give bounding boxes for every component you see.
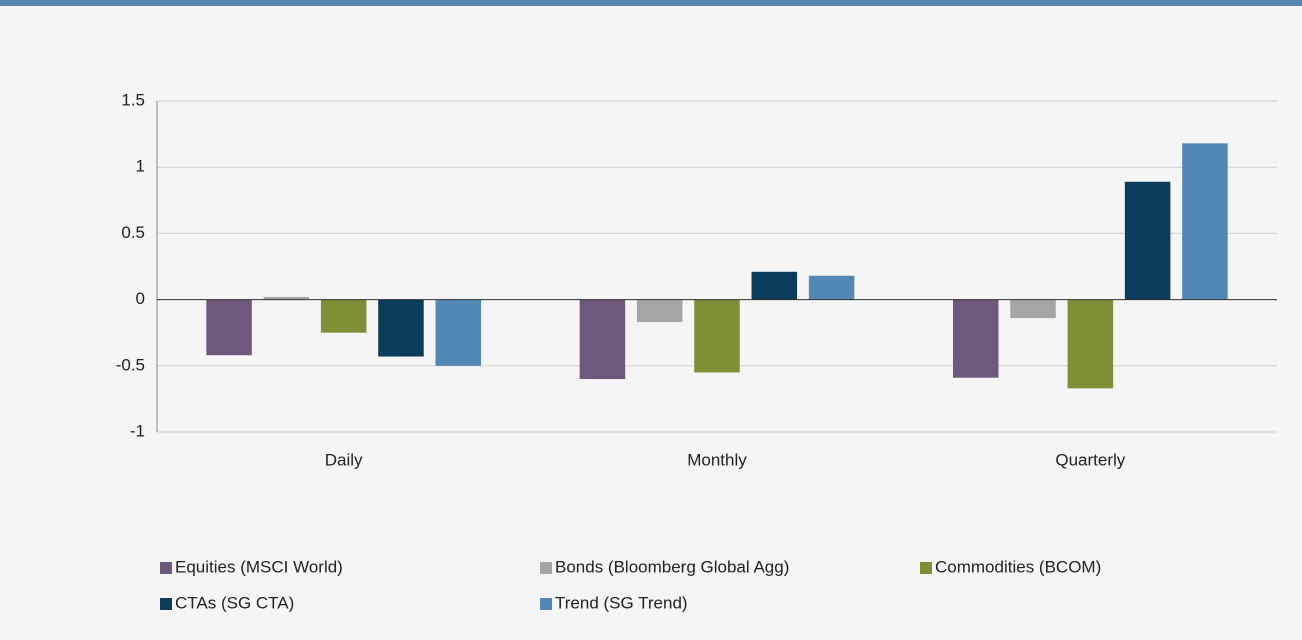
- y-tick-label: -0.5: [116, 355, 145, 374]
- legend-swatch: [920, 562, 932, 574]
- bar: [1067, 299, 1114, 389]
- y-tick-label: 1: [136, 157, 145, 176]
- bar: [808, 275, 855, 300]
- bar: [636, 299, 683, 323]
- legend-label: Trend (SG Trend): [555, 593, 688, 612]
- y-tick-label: 0.5: [121, 223, 145, 242]
- bar: [320, 299, 367, 333]
- bar: [206, 299, 252, 356]
- bar: [378, 299, 424, 357]
- bar: [694, 299, 740, 373]
- legend-swatch: [540, 598, 552, 610]
- bar: [1010, 299, 1056, 319]
- x-tick-label: Daily: [325, 450, 363, 469]
- bar: [579, 299, 626, 380]
- x-tick-label: Quarterly: [1055, 450, 1125, 469]
- bar: [1124, 181, 1171, 300]
- bar: [1182, 143, 1228, 300]
- y-tick-label: 1.5: [121, 90, 145, 109]
- legend-swatch: [160, 562, 172, 574]
- legend-label: CTAs (SG CTA): [175, 593, 294, 612]
- legend-swatch: [160, 598, 172, 610]
- y-tick-label: 0: [136, 289, 145, 308]
- legend-label: Bonds (Bloomberg Global Agg): [555, 557, 789, 576]
- y-tick-label: -1: [130, 421, 145, 440]
- legend-swatch: [540, 562, 552, 574]
- legend-label: Equities (MSCI World): [175, 557, 343, 576]
- bar: [751, 271, 798, 300]
- bar: [435, 299, 482, 366]
- bar: [952, 299, 999, 378]
- legend-label: Commodities (BCOM): [935, 557, 1101, 576]
- x-tick-label: Monthly: [687, 450, 747, 469]
- top-bar: [0, 0, 1302, 6]
- bar: [263, 296, 310, 300]
